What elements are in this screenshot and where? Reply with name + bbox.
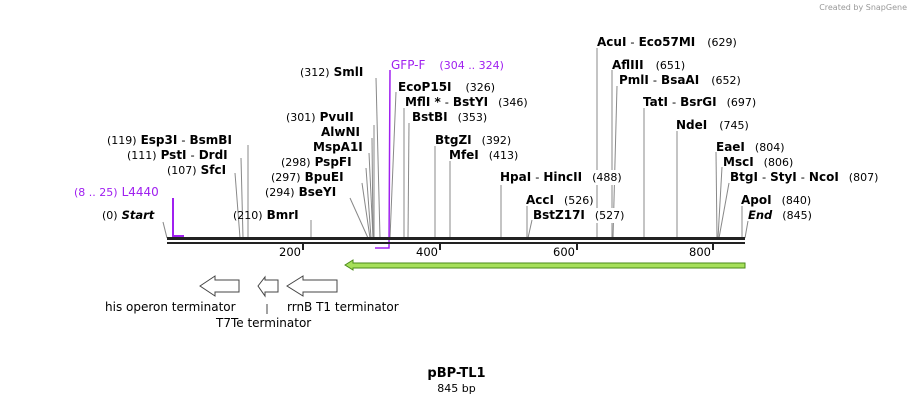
enzyme-afliii[interactable]: AflIII (651) <box>612 58 686 72</box>
enzyme-mspa1i[interactable]: MspA1I <box>313 140 363 154</box>
feature-rrnb-terminator[interactable]: rrnB T1 terminator <box>287 300 399 314</box>
backbone <box>167 237 745 244</box>
enzyme-apoi[interactable]: ApoI (840) <box>741 193 812 207</box>
enzyme-pvuii[interactable]: (301) PvuII <box>286 110 354 124</box>
tick-800: 800 <box>689 245 711 259</box>
enzyme-pspfi[interactable]: (298) PspFI <box>281 155 352 169</box>
tick-600: 600 <box>553 245 575 259</box>
enzyme-pmli[interactable]: PmlI - BsaAI (652) <box>619 73 741 87</box>
enzyme-hpai[interactable]: HpaI - HincII (488) <box>500 170 626 185</box>
enzyme-tati[interactable]: TatI - BsrGI (697) <box>643 95 757 109</box>
feature-his-terminator[interactable]: his operon terminator <box>105 300 236 314</box>
primer-l4440 <box>172 198 184 237</box>
enzyme-ecop15i[interactable]: EcoP15I (326) <box>398 80 496 94</box>
enzyme-smli[interactable]: (312) SmlI <box>300 65 364 79</box>
enzyme-bmri[interactable]: (210) BmrI <box>233 208 299 222</box>
enzyme-btgi[interactable]: BtgI - StyI - NcoI (807) <box>730 170 879 184</box>
tick-400: 400 <box>416 245 438 259</box>
enzyme-ndei[interactable]: NdeI (745) <box>676 118 749 132</box>
enzyme-acui[interactable]: AcuI - Eco57MI (629) <box>597 35 737 49</box>
watermark: Created by SnapGene <box>819 3 907 12</box>
feature-t7te-terminator[interactable]: T7Te terminator <box>216 316 312 330</box>
primer-gfp-f-label[interactable]: GFP-F (304 .. 324) <box>391 58 504 72</box>
enzyme-esp3i[interactable]: (119) Esp3I - BsmBI <box>107 133 232 147</box>
enzyme-eaei[interactable]: EaeI (804) <box>716 140 785 154</box>
enzyme-bstbi[interactable]: BstBI (353) <box>412 110 488 124</box>
enzyme-mfli[interactable]: MflI * - BstYI (346) <box>405 95 528 109</box>
enzyme-psti[interactable]: (111) PstI - DrdI <box>127 148 228 162</box>
enzyme-bstz17i[interactable]: BstZ17I (527) <box>533 208 629 223</box>
enzyme-alwni[interactable]: AlwNI <box>321 125 360 139</box>
tick-200: 200 <box>279 245 301 259</box>
primer-l4440-label[interactable]: (8 .. 25) L4440 <box>74 185 159 199</box>
enzyme-msci[interactable]: MscI (806) <box>723 155 794 169</box>
terminator-arrows <box>199 275 338 314</box>
ruler-ticks <box>302 244 714 250</box>
enzyme-btgzi[interactable]: BtgZI (392) <box>435 133 512 147</box>
plasmid-name: pBP-TL1 <box>427 366 486 381</box>
cut-site-lines <box>162 48 749 239</box>
enzyme-acci[interactable]: AccI (526) <box>526 193 594 207</box>
enzyme-sfci[interactable]: (107) SfcI <box>167 163 227 177</box>
enzyme-bseyi[interactable]: (294) BseYI <box>265 185 337 199</box>
enzyme-bpuei[interactable]: (297) BpuEI <box>271 170 344 184</box>
orf-arrow <box>344 259 746 271</box>
plasmid-length: 845 bp <box>437 382 476 395</box>
start-label: (0) Start <box>102 208 155 222</box>
enzyme-mfei[interactable]: MfeI (413) <box>449 148 519 162</box>
primer-gfp-f <box>375 69 391 249</box>
end-label: End (845) <box>748 208 812 222</box>
